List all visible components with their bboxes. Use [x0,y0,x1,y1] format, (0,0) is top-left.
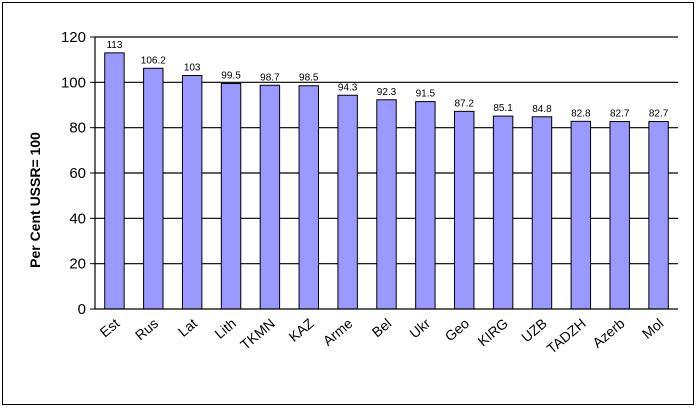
y-tick-label: 0 [78,301,86,318]
bar-lith [220,82,242,310]
bar-mol [648,121,669,310]
bar-est [104,52,125,310]
bar-arme [337,94,358,310]
bar-lat [181,75,203,310]
bar-azerb [609,121,630,310]
bar-uzb [531,116,553,310]
data-label: 99.5 [221,70,241,81]
category-label: Est [97,315,123,340]
data-label: 85.1 [493,103,513,114]
category-label: UZB [518,315,550,345]
data-label: 94.3 [338,82,358,93]
category-label: Geo [442,315,473,344]
data-label: 82.7 [649,109,669,120]
bar-tkmn [259,84,281,310]
y-tick-label: 80 [69,120,86,137]
data-label: 82.8 [571,108,591,119]
data-label: 82.7 [610,109,630,120]
bar-kaz [298,85,319,310]
data-label: 103 [184,63,201,74]
bar-geo [454,110,475,310]
axes [90,36,678,310]
y-axis-label: Per Cent USSR= 100 [27,132,43,268]
data-labels: 113 106.2 103 99.5 98.7 98.5 94.3 92.3 91.5 87.2 8… [106,40,668,120]
bar-tadzh [570,120,592,310]
category-label: Azerb [589,315,627,351]
category-label: Mol [639,315,667,342]
y-tick-label: 20 [69,256,86,273]
data-label: 91.5 [416,89,436,100]
data-label: 98.5 [299,73,319,84]
data-label: 98.7 [260,72,280,83]
category-label: Bel [369,315,395,340]
y-tick-label: 100 [61,74,86,91]
bars [104,52,669,310]
bar-bel [376,99,397,310]
bar-ukr [415,101,436,310]
category-label: Lith [211,315,239,342]
category-label: TADZH [544,315,589,357]
category-label: KAZ [286,315,317,345]
category-label: KIRG [475,315,512,349]
y-tick-label: 40 [69,210,86,227]
data-label: 84.8 [532,104,552,115]
y-tick-label: 120 [61,29,86,46]
y-tick-labels: 0 20 40 60 80 100 120 [61,29,86,318]
category-label: Ukr [406,315,433,341]
category-label: Rus [132,315,161,343]
bar-kirg [492,115,514,310]
data-label: 106.2 [141,55,166,66]
category-label: Lat [175,315,200,340]
data-label: 87.2 [454,98,474,109]
data-label: 113 [106,40,122,51]
bar-rus [143,67,164,310]
y-tick-label: 60 [69,165,86,182]
category-label: TKMN [237,315,278,353]
category-label: Arme [320,315,356,349]
data-label: 92.3 [377,87,397,98]
